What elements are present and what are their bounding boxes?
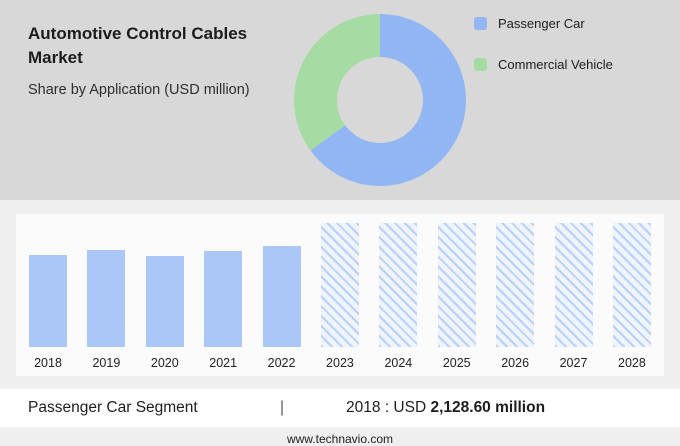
bar-area bbox=[437, 219, 477, 347]
bar-area bbox=[554, 219, 594, 347]
year-label-2019: 2019 bbox=[92, 356, 121, 370]
bar-area bbox=[262, 219, 302, 347]
page-title: Automotive Control Cables Market bbox=[28, 24, 248, 67]
bar-2020 bbox=[145, 256, 184, 347]
bar-chart: 2018 2019 2020 2021 2022 2023 2024 2025 2026 2027… bbox=[16, 214, 664, 376]
bar-column-2025: 2025 bbox=[437, 219, 477, 370]
bar-column-2026: 2026 bbox=[495, 219, 535, 370]
bar-2022 bbox=[262, 245, 301, 347]
legend-item-commercial-vehicle: Commercial Vehicle bbox=[474, 57, 613, 72]
bar-column-2022: 2022 bbox=[262, 219, 302, 370]
bar-column-2020: 2020 bbox=[145, 219, 185, 370]
segment-value-prefix: 2018 : USD bbox=[346, 399, 431, 416]
forecast-bar-2023 bbox=[320, 222, 359, 347]
bar-chart-panel: 2018 2019 2020 2021 2022 2023 2024 2025 2026 2027… bbox=[0, 200, 680, 446]
bar-area bbox=[203, 219, 243, 347]
bar-2018 bbox=[29, 254, 67, 347]
bar-column-2018: 2018 bbox=[28, 219, 68, 370]
forecast-bar-2025 bbox=[437, 222, 476, 347]
website-link[interactable]: www.technavio.com bbox=[286, 432, 394, 446]
year-label-2020: 2020 bbox=[150, 356, 179, 370]
bar-area bbox=[86, 219, 126, 347]
donut-hole bbox=[337, 57, 423, 143]
bar-area bbox=[145, 219, 185, 347]
bar-column-2027: 2027 bbox=[554, 219, 594, 370]
year-label-2024: 2024 bbox=[384, 356, 413, 370]
year-label-2022: 2022 bbox=[267, 356, 296, 370]
segment-label: Passenger Car Segment bbox=[28, 399, 198, 416]
legend-item-passenger-car: Passenger Car bbox=[474, 16, 613, 31]
year-label-2028: 2028 bbox=[618, 356, 646, 370]
segment-value-number: 2,128.60 million bbox=[430, 399, 546, 416]
bar-2019 bbox=[87, 249, 126, 347]
bar-2021 bbox=[204, 251, 243, 347]
footer-bar: Passenger Car Segment | 2018 : USD 2,128… bbox=[0, 389, 680, 427]
bar-column-2024: 2024 bbox=[378, 219, 418, 370]
legend-label: Passenger Car bbox=[498, 16, 585, 31]
bar-area bbox=[612, 219, 652, 347]
forecast-bar-2027 bbox=[554, 222, 593, 347]
year-label-2026: 2026 bbox=[501, 356, 530, 370]
title-block: Automotive Control Cables Market Share b… bbox=[28, 22, 278, 98]
bar-area bbox=[495, 219, 535, 347]
bar-column-2021: 2021 bbox=[203, 219, 243, 370]
footer-divider: | bbox=[280, 399, 285, 416]
donut-chart bbox=[294, 14, 466, 186]
bar-area bbox=[28, 219, 68, 347]
header-panel: Automotive Control Cables Market Share b… bbox=[0, 0, 680, 200]
segment-value: 2018 : USD 2,128.60 million bbox=[346, 399, 545, 417]
year-label-2018: 2018 bbox=[34, 356, 62, 370]
year-label-2021: 2021 bbox=[209, 356, 238, 370]
commercial-vehicle-swatch-icon bbox=[474, 58, 487, 71]
bar-area bbox=[378, 219, 418, 347]
year-label-2023: 2023 bbox=[326, 356, 354, 370]
passenger-car-swatch-icon bbox=[474, 17, 487, 30]
forecast-bar-2028 bbox=[612, 222, 651, 347]
year-label-2025: 2025 bbox=[442, 356, 471, 370]
page-subtitle: Share by Application (USD million) bbox=[28, 81, 250, 98]
bar-column-2023: 2023 bbox=[320, 219, 360, 370]
year-label-2027: 2027 bbox=[559, 356, 588, 370]
forecast-bar-2024 bbox=[379, 222, 418, 347]
legend: Passenger Car Commercial Vehicle bbox=[474, 16, 613, 98]
forecast-bar-2026 bbox=[496, 222, 535, 347]
legend-label: Commercial Vehicle bbox=[498, 57, 613, 72]
bar-column-2028: 2028 bbox=[612, 219, 652, 370]
bar-area bbox=[320, 219, 360, 347]
bar-column-2019: 2019 bbox=[86, 219, 126, 370]
